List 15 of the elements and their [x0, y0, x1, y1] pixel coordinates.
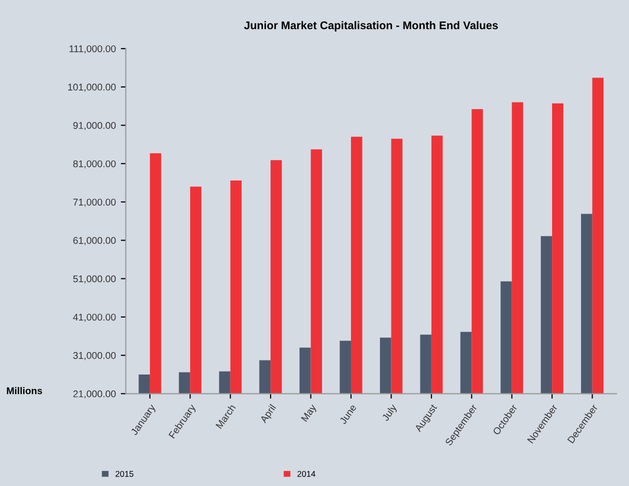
y-tick-label: 71,000.00	[73, 198, 116, 207]
y-tick-label: 51,000.00	[73, 275, 116, 284]
y-tick-label: 91,000.00	[73, 122, 116, 130]
legend-label: 2014	[297, 470, 316, 477]
y-tick-label: 101,000.00	[68, 84, 116, 92]
y-tick-label: 111,000.00	[70, 45, 116, 54]
chart-title: Junior Market Capitalisation - Month End Values	[244, 21, 498, 32]
y-axis-title: Millions	[6, 387, 42, 394]
y-tick-label: 81,000.00	[73, 160, 116, 168]
y-tick-label: 41,000.00	[73, 314, 116, 322]
y-tick-label: 21,000.00	[73, 390, 116, 398]
y-tick-label: 31,000.00	[73, 352, 116, 360]
x-tick-label: July	[381, 403, 399, 423]
y-tick-label: 61,000.00	[73, 237, 116, 246]
legend-label: 2015	[116, 470, 134, 477]
